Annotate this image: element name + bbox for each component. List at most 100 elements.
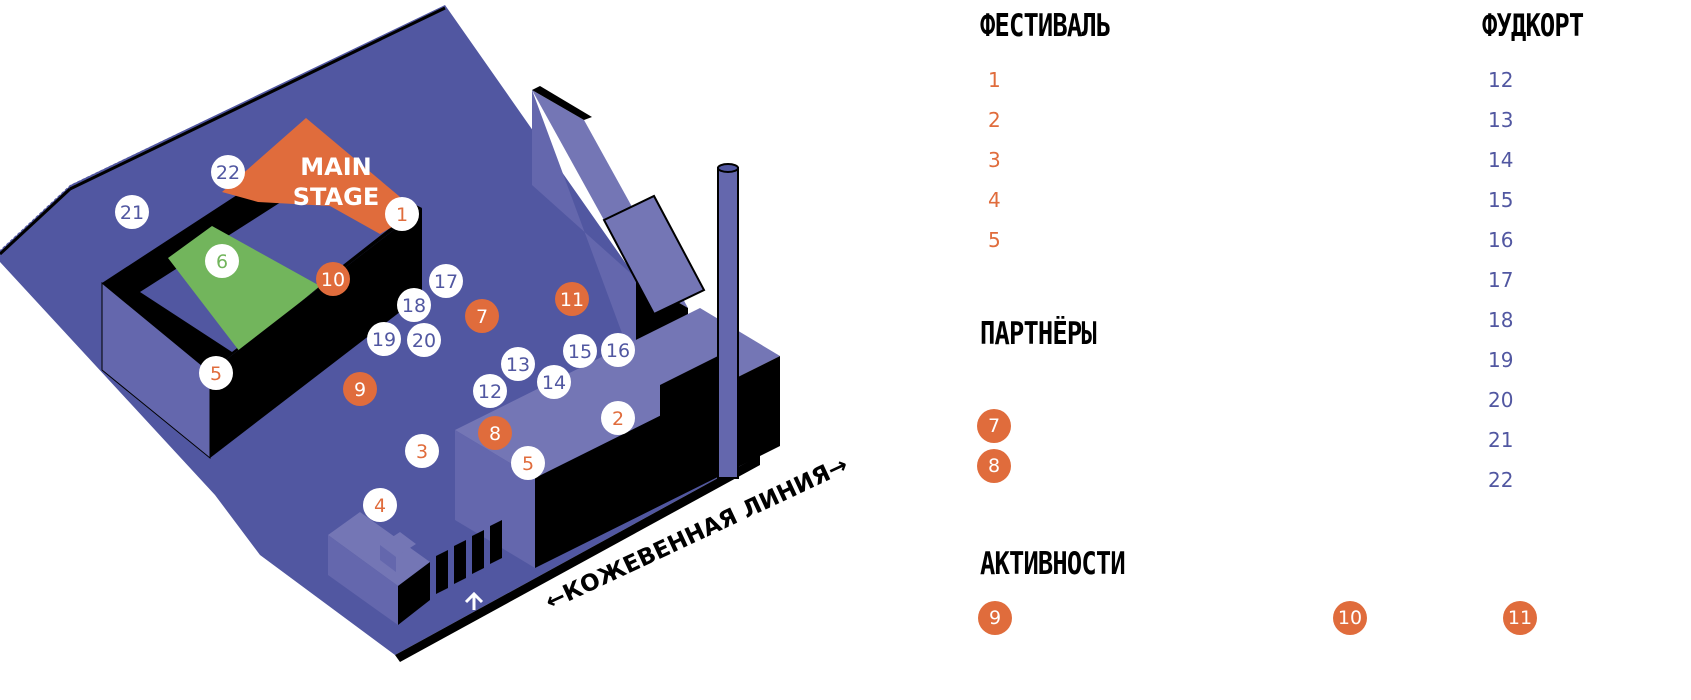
map-marker-label: 12 [478, 381, 502, 403]
map-marker-circle [397, 288, 431, 322]
map-marker-label: 16 [606, 340, 630, 362]
fence [0, 0, 446, 256]
legend-festival-item[interactable]: 2 [988, 108, 1001, 132]
map-marker-label: 9 [354, 379, 366, 401]
map-marker-circle [555, 282, 589, 316]
map-marker[interactable]: 20 [407, 323, 441, 357]
main-stage-label-line2: STAGE [293, 183, 379, 211]
legend-foodcourt-item[interactable]: 20 [1488, 388, 1514, 412]
map-marker-label: 7 [476, 306, 488, 328]
legend-partner-item[interactable]: 7 [977, 409, 1011, 443]
legend-festival-item[interactable]: 4 [988, 188, 1001, 212]
map-marker[interactable]: 21 [115, 195, 149, 229]
map-marker-circle [199, 356, 233, 390]
map-marker-label: 5 [210, 363, 222, 385]
map-marker-circle [601, 401, 635, 435]
map-marker-circle [407, 323, 441, 357]
map-marker[interactable]: 11 [555, 282, 589, 316]
legend-foodcourt-item[interactable]: 16 [1488, 228, 1514, 252]
map-marker-label: 2 [612, 408, 624, 430]
legend-activity-item[interactable]: 10 [1333, 601, 1367, 635]
map-marker[interactable]: 9 [343, 372, 377, 406]
map-marker[interactable]: 18 [397, 288, 431, 322]
legend-foodcourt-item[interactable]: 22 [1488, 468, 1514, 492]
map-marker[interactable]: 17 [429, 264, 463, 298]
map-marker-circle [601, 333, 635, 367]
map-marker-label: 22 [216, 162, 240, 184]
map-marker-label: 5 [522, 453, 534, 475]
map-marker-circle [363, 488, 397, 522]
map-marker[interactable]: 14 [537, 365, 571, 399]
legend-foodcourt-item[interactable]: 13 [1488, 108, 1514, 132]
activities-heading: АКТИВНОСТИ [980, 546, 1126, 582]
entrance-arrow-icon [464, 591, 484, 610]
map-marker-label: 3 [416, 441, 428, 463]
map-marker-label: 10 [321, 269, 345, 291]
legend-foodcourt-item[interactable]: 19 [1488, 348, 1514, 372]
chimney [717, 163, 739, 479]
map-marker-circle [205, 244, 239, 278]
map-marker-label: 19 [372, 329, 396, 351]
partners-heading: ПАРТНЁРЫ [980, 316, 1097, 352]
map-marker[interactable]: 12 [473, 374, 507, 408]
map-marker[interactable]: 6 [205, 244, 239, 278]
legend-foodcourt-item[interactable]: 17 [1488, 268, 1514, 292]
legend-foodcourt-item[interactable]: 14 [1488, 148, 1514, 172]
map-marker-circle [429, 264, 463, 298]
map-marker[interactable]: 15 [563, 334, 597, 368]
map-marker[interactable]: 22 [211, 155, 245, 189]
main-stage-label-line1: MAIN [300, 153, 371, 181]
legend-partner-item[interactable]: 8 [977, 449, 1011, 483]
legend-festival-item[interactable]: 5 [988, 228, 1001, 252]
map-marker[interactable]: 5 [199, 356, 233, 390]
map-marker-circle [465, 299, 499, 333]
map-marker-label: 18 [402, 295, 426, 317]
map-marker[interactable]: 8 [478, 416, 512, 450]
legend-foodcourt-item[interactable]: 21 [1488, 428, 1514, 452]
map-marker-circle [511, 446, 545, 480]
courtyard-building [101, 118, 422, 460]
map-marker[interactable]: 7 [465, 299, 499, 333]
factory-block [532, 86, 706, 401]
foodcourt-heading: ФУДКОРТ [1482, 8, 1584, 44]
street-curb [395, 455, 760, 662]
map-marker[interactable]: 16 [601, 333, 635, 367]
map-marker-circle [405, 434, 439, 468]
venue-map: MAIN STAGE ←КОЖЕВЕННАЯ ЛИНИЯ→ 1234556789… [0, 0, 850, 662]
map-marker-circle [501, 347, 535, 381]
legend-foodcourt-item[interactable]: 15 [1488, 188, 1514, 212]
map-marker[interactable]: 1 [385, 197, 419, 231]
map-marker-circle [563, 334, 597, 368]
map-marker-label: 13 [506, 354, 530, 376]
map-marker[interactable]: 13 [501, 347, 535, 381]
map-marker-circle [115, 195, 149, 229]
legend-activity-item[interactable]: 9 [978, 601, 1012, 635]
small-buildings [328, 512, 502, 625]
map-marker-circle [367, 322, 401, 356]
map-marker-label: 6 [216, 251, 228, 273]
legend-festival-item[interactable]: 1 [988, 68, 1001, 92]
map-marker[interactable]: 3 [405, 434, 439, 468]
map-marker-label: 15 [568, 341, 592, 363]
map-marker-circle [316, 262, 350, 296]
map-marker-label: 8 [489, 423, 501, 445]
legend-activity-item[interactable]: 11 [1503, 601, 1537, 635]
legend-festival-item[interactable]: 3 [988, 148, 1001, 172]
map-marker[interactable]: 2 [601, 401, 635, 435]
map-marker-circle [473, 374, 507, 408]
map-marker-label: 11 [560, 289, 584, 311]
map-marker-circle [537, 365, 571, 399]
map-marker[interactable]: 5 [511, 446, 545, 480]
map-marker-label: 21 [120, 202, 144, 224]
legend-foodcourt-item[interactable]: 18 [1488, 308, 1514, 332]
legend-foodcourt-item[interactable]: 12 [1488, 68, 1514, 92]
map-marker-label: 14 [542, 372, 566, 394]
map-marker[interactable]: 10 [316, 262, 350, 296]
map-marker-label: 20 [412, 330, 436, 352]
map-marker[interactable]: 4 [363, 488, 397, 522]
festival-heading: ФЕСТИВАЛЬ [980, 8, 1111, 44]
map-marker-label: 4 [374, 495, 386, 517]
map-marker-circle [211, 155, 245, 189]
map-marker[interactable]: 19 [367, 322, 401, 356]
